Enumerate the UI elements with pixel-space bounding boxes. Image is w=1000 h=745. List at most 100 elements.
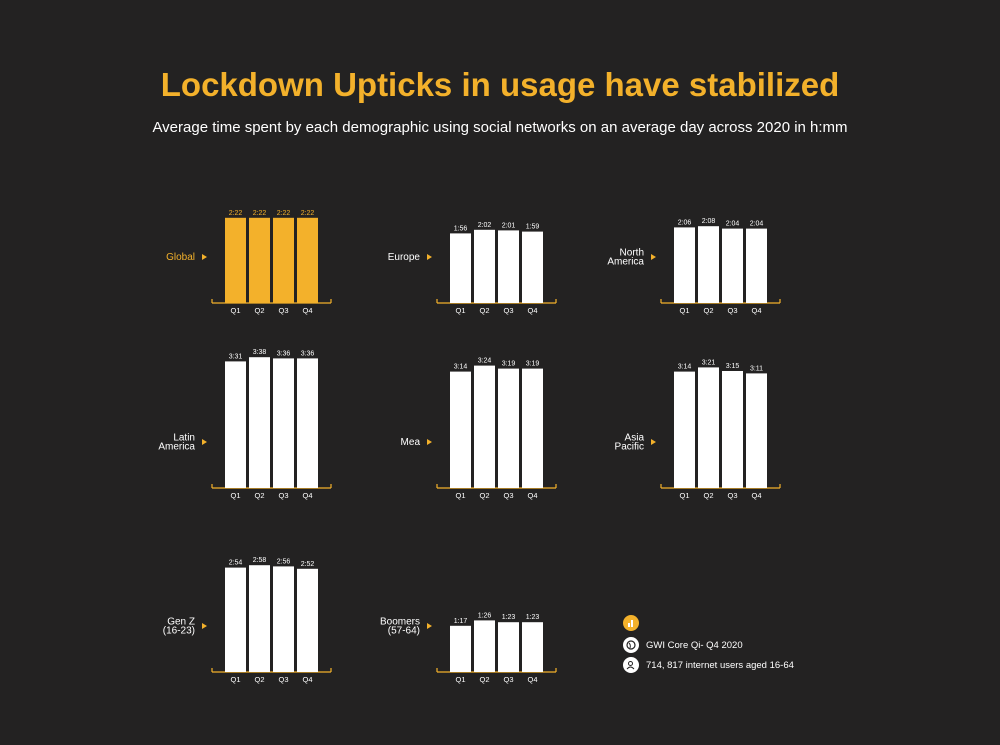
bar-mea-q3 [498,368,519,488]
arrow-icon [427,439,432,445]
data-label: 2:04 [750,221,764,228]
tick-label: Q2 [703,491,713,500]
arrow-icon [427,254,432,260]
arrow-icon [202,254,207,260]
data-label: 2:08 [702,218,716,225]
bar-europe-q3 [498,230,519,303]
chart-label-mea: Mea [401,437,421,448]
data-label: 3:21 [702,359,716,366]
data-label: 3:15 [726,363,740,370]
tick-label: Q4 [527,491,537,500]
tick-label: Q1 [679,491,689,500]
data-label: 1:17 [454,618,468,625]
data-label: 3:31 [229,353,243,360]
data-label: 3:24 [478,358,492,365]
chart-label-boomers-57-64: Boomers [380,617,420,628]
tick-label: Q1 [230,491,240,500]
legend-row-chart [623,615,639,631]
bar-europe-q4 [522,231,543,303]
bar-asia-pacific-q1 [674,371,695,488]
tick-label: Q3 [503,306,513,315]
tick-label: Q2 [254,306,264,315]
data-label: 2:56 [277,558,291,565]
data-label: 2:01 [502,222,516,229]
data-label: 2:58 [253,557,267,564]
source-text: GWI Core Qi- Q4 2020 [646,639,743,651]
tick-label: Q1 [679,306,689,315]
data-label: 3:14 [678,364,692,371]
data-label: 2:04 [726,221,740,228]
data-label: 2:02 [478,222,492,229]
tick-label: Q4 [527,675,537,684]
data-label: 3:19 [502,361,516,368]
data-label: 2:22 [301,210,315,217]
tick-label: Q2 [254,491,264,500]
tick-label: Q3 [727,491,737,500]
page-subtitle: Average time spent by each demographic u… [152,119,848,136]
chart-label-gen-z-16-23: (16-23) [163,626,195,637]
chart-label-europe: Europe [388,252,421,263]
data-label: 3:36 [277,350,291,357]
chart-label-north-america: America [607,257,644,268]
data-label: 1:23 [502,614,516,621]
bar-north-america-q1 [674,227,695,303]
chart-label-asia-pacific: Pacific [615,442,644,453]
legend-row-source: GWI Core Qi- Q4 2020 [623,637,743,653]
bar-latin-america-q3 [273,358,294,488]
bar-asia-pacific-q3 [722,371,743,488]
data-label: 2:22 [253,210,267,217]
bar-gen-z-16-23-q4 [297,568,318,672]
chart-label-gen-z-16-23: Gen Z [167,617,195,628]
bar-global-q4 [297,217,318,303]
bar-north-america-q3 [722,228,743,303]
data-label: 1:59 [526,224,540,231]
bar-mea-q1 [450,371,471,488]
data-label: 3:36 [301,350,315,357]
bar-north-america-q4 [746,228,767,303]
bar-gen-z-16-23-q3 [273,566,294,672]
tick-label: Q2 [479,675,489,684]
tick-label: Q1 [455,491,465,500]
bar-boomers-57-64-q4 [522,622,543,672]
tick-label: Q2 [479,306,489,315]
bar-asia-pacific-q2 [698,367,719,488]
data-label: 3:38 [253,349,267,356]
tick-label: Q1 [455,675,465,684]
tick-label: Q3 [278,675,288,684]
data-label: 3:11 [750,365,763,372]
chart-label-north-america: North [620,248,644,259]
bar-global-q3 [273,217,294,303]
tick-label: Q2 [703,306,713,315]
tick-label: Q1 [230,306,240,315]
data-label: 1:26 [478,612,492,619]
data-label: 2:06 [678,219,692,226]
tick-label: Q4 [751,306,761,315]
chart-label-asia-pacific: Asia [625,433,645,444]
tick-label: Q3 [278,306,288,315]
tick-label: Q2 [254,675,264,684]
bar-global-q2 [249,217,270,303]
bar-chart-icon [623,615,639,631]
user-icon [623,657,639,673]
tick-label: Q4 [527,306,537,315]
page-title: Lockdown Upticks in usage have stabilize… [160,66,840,103]
bar-gen-z-16-23-q1 [225,567,246,672]
data-label: 1:56 [454,225,468,232]
arrow-icon [202,623,207,629]
bar-global-q1 [225,217,246,303]
tick-label: Q4 [302,675,312,684]
arrow-icon [651,254,656,260]
bar-boomers-57-64-q2 [474,620,495,672]
bar-europe-q2 [474,229,495,303]
data-label: 3:14 [454,364,468,371]
chart-label-boomers-57-64: (57-64) [388,626,420,637]
chart-label-global: Global [166,252,195,263]
tick-label: Q1 [230,675,240,684]
tick-label: Q3 [503,491,513,500]
bar-latin-america-q1 [225,361,246,488]
tick-label: Q4 [302,306,312,315]
bar-mea-q2 [474,365,495,488]
legend-row-sample: 714, 817 internet users aged 16-64 [623,657,794,673]
data-label: 2:22 [229,210,243,217]
